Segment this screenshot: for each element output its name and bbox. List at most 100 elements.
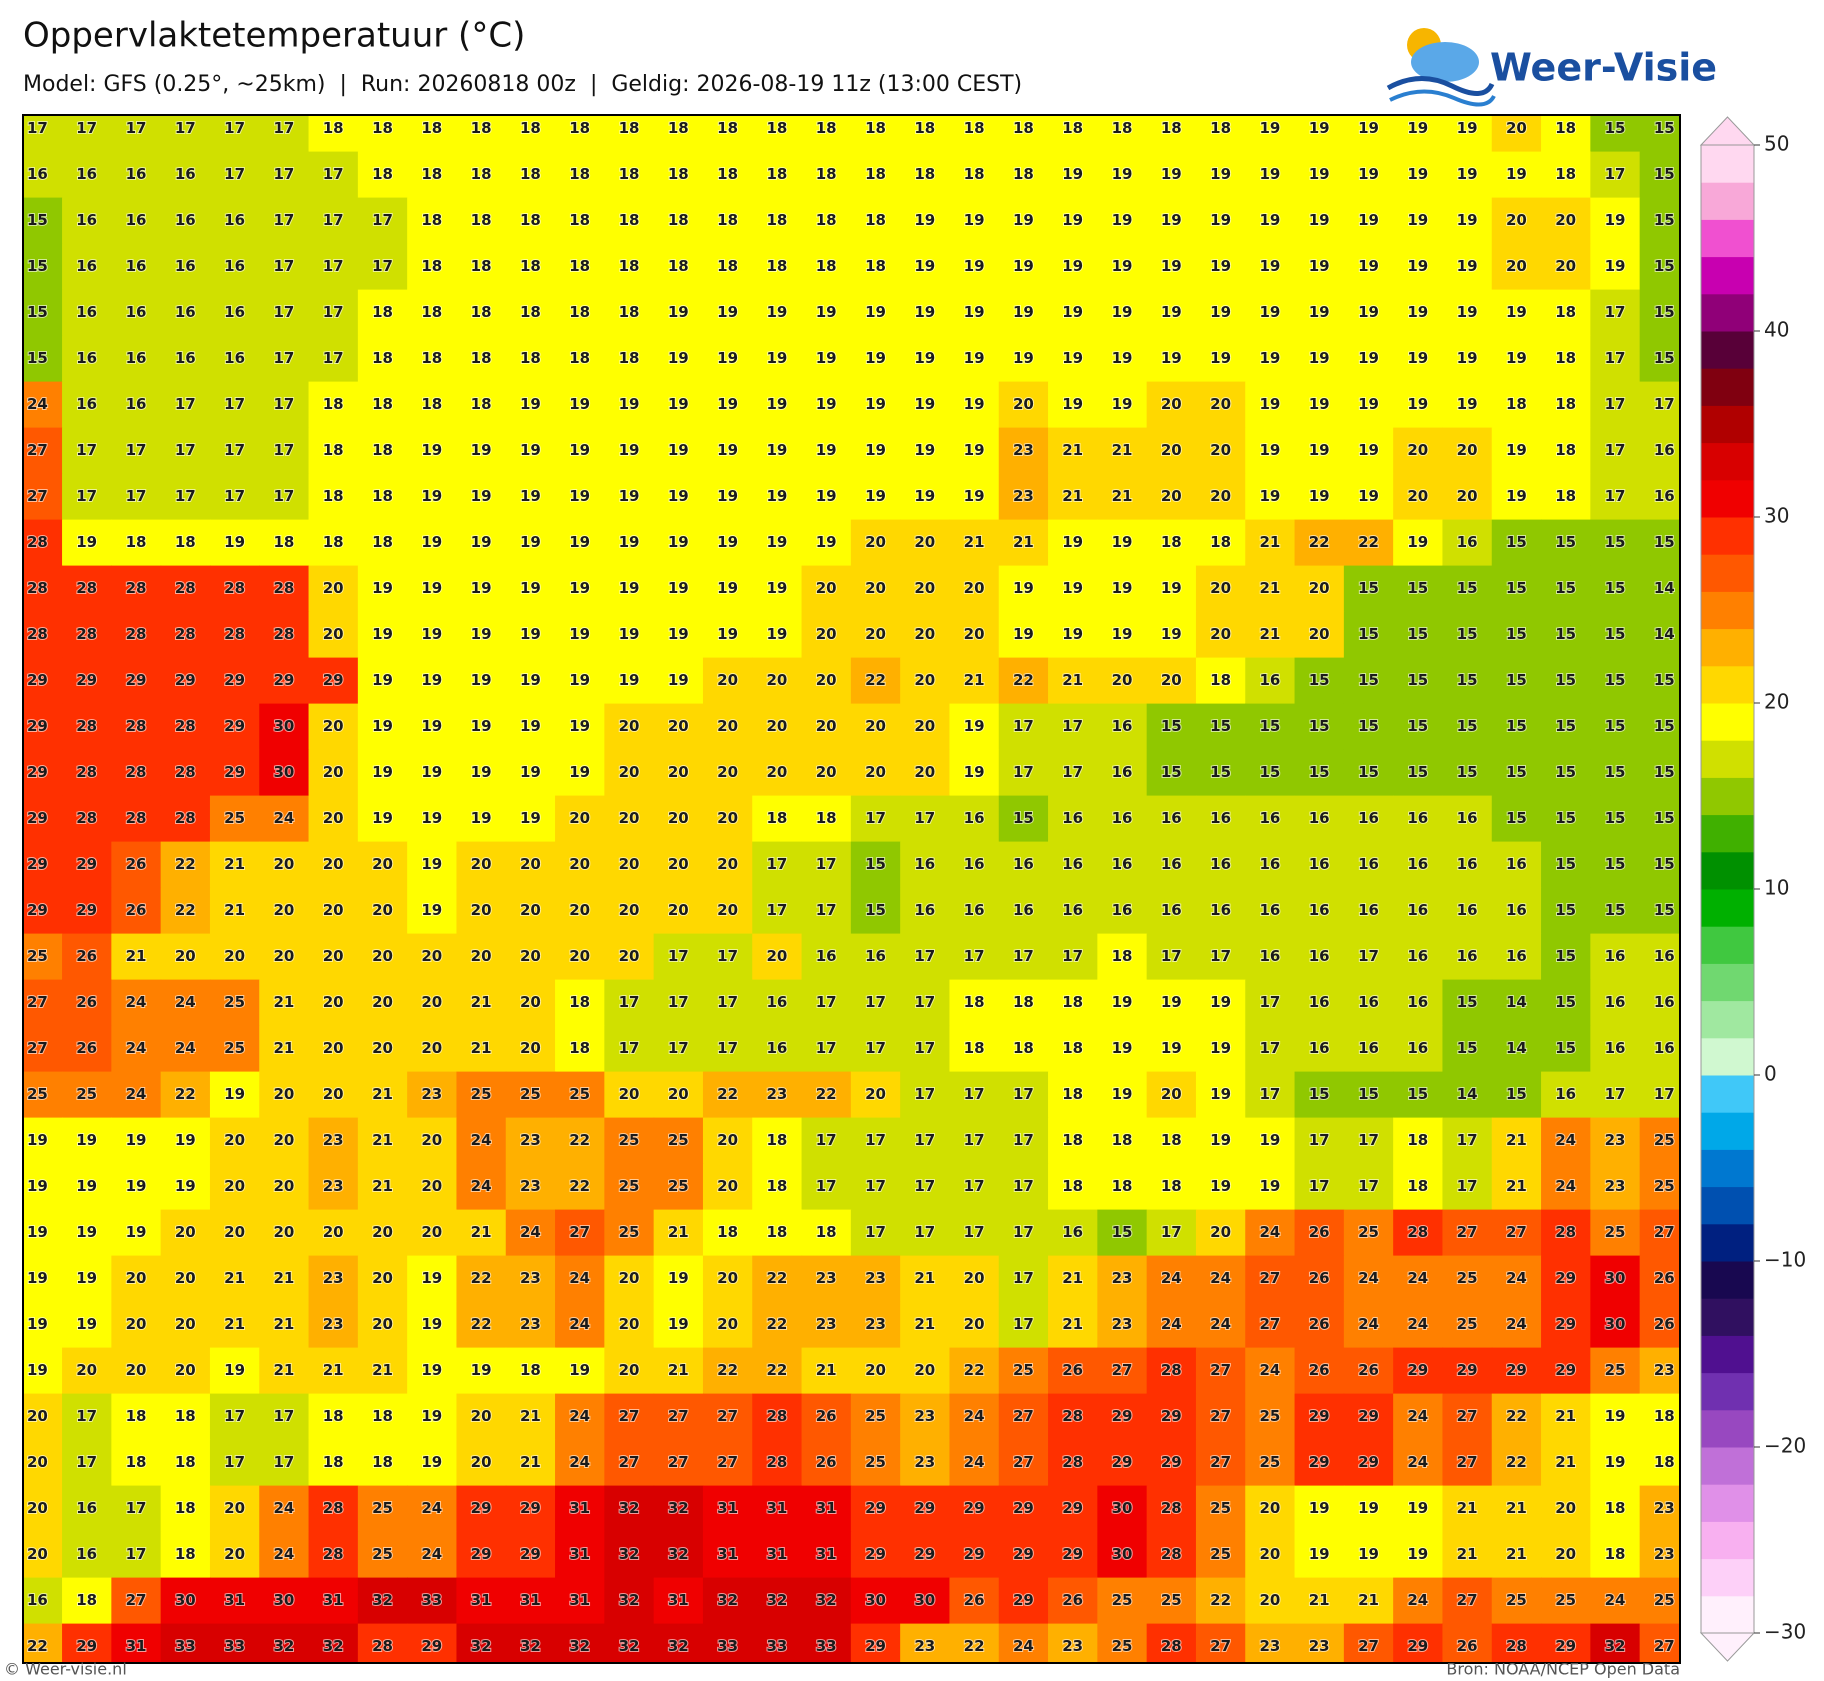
- temperature-cell: [23, 749, 63, 797]
- temperature-cell: [850, 841, 901, 889]
- temperature-cell: [407, 381, 458, 429]
- temperature-cell: [1146, 565, 1197, 613]
- temperature-label: 19: [816, 303, 837, 321]
- temperature-cell: [62, 749, 112, 797]
- temperature-label: 20: [1210, 1223, 1231, 1241]
- temperature-label: 19: [175, 1131, 196, 1149]
- temperature-cell: [308, 381, 359, 429]
- temperature-cell: [1393, 1255, 1444, 1303]
- temperature-cell: [209, 1393, 260, 1441]
- temperature-cell: [111, 197, 162, 245]
- temperature-label: 15: [1654, 717, 1675, 735]
- temperature-cell: [604, 115, 655, 153]
- temperature-cell: [1245, 197, 1296, 245]
- temperature-cell: [1393, 1439, 1444, 1487]
- temperature-label: 15: [1654, 763, 1675, 781]
- temperature-cell: [1245, 1485, 1296, 1533]
- temperature-label: 29: [1407, 1361, 1428, 1379]
- temperature-cell: [1442, 289, 1493, 337]
- temperature-label: 20: [421, 1131, 442, 1149]
- temperature-cell: [998, 1209, 1049, 1257]
- temperature-cell: [1097, 841, 1148, 889]
- temperature-cell: [1048, 473, 1098, 521]
- temperature-cell: [1245, 887, 1296, 935]
- temperature-cell: [850, 1117, 901, 1165]
- temperature-label: 28: [76, 717, 97, 735]
- temperature-cell: [801, 933, 852, 981]
- temperature-cell: [1097, 519, 1148, 567]
- temperature-cell: [1146, 611, 1197, 659]
- temperature-label: 17: [914, 1223, 935, 1241]
- temperature-cell: [801, 519, 852, 567]
- temperature-label: 16: [1013, 855, 1034, 873]
- temperature-label: 20: [569, 901, 590, 919]
- temperature-cell: [308, 519, 359, 567]
- colorbar-band: [1701, 1335, 1754, 1374]
- temperature-cell: [23, 1485, 63, 1533]
- temperature-label: 30: [1605, 1269, 1626, 1287]
- temperature-label: 18: [323, 1453, 344, 1471]
- temperature-label: 31: [766, 1499, 787, 1517]
- temperature-cell: [1097, 1301, 1148, 1349]
- temperature-label: 19: [964, 303, 985, 321]
- temperature-label: 27: [1259, 1315, 1280, 1333]
- temperature-cell: [111, 289, 162, 337]
- temperature-label: 27: [1259, 1269, 1280, 1287]
- temperature-cell: [456, 933, 507, 981]
- temperature-cell: [1294, 657, 1345, 705]
- temperature-label: 18: [1161, 1177, 1182, 1195]
- temperature-cell: [1541, 151, 1591, 199]
- temperature-cell: [1541, 1577, 1591, 1625]
- temperature-cell: [1590, 1071, 1641, 1119]
- temperature-cell: [1541, 473, 1591, 521]
- temperature-label: 19: [766, 395, 787, 413]
- temperature-cell: [1245, 151, 1296, 199]
- temperature-label: 16: [914, 901, 935, 919]
- temperature-label: 19: [520, 763, 541, 781]
- temperature-cell: [702, 1623, 753, 1663]
- temperature-cell: [23, 243, 63, 291]
- temperature-label: 20: [27, 1407, 48, 1425]
- temperature-cell: [1639, 1209, 1680, 1257]
- temperature-label: 18: [323, 533, 344, 551]
- temperature-cell: [1491, 1485, 1542, 1533]
- temperature-label: 31: [224, 1591, 245, 1609]
- temperature-label: 17: [372, 257, 393, 275]
- temperature-cell: [1097, 1439, 1148, 1487]
- temperature-cell: [505, 1301, 556, 1349]
- temperature-cell: [259, 657, 310, 705]
- temperature-label: 17: [323, 303, 344, 321]
- temperature-label: 25: [1210, 1499, 1231, 1517]
- temperature-cell: [702, 1117, 753, 1165]
- temperature-cell: [702, 1301, 753, 1349]
- temperature-label: 18: [766, 119, 787, 137]
- temperature-label: 15: [1555, 625, 1576, 643]
- temperature-cell: [1491, 1025, 1542, 1073]
- temperature-label: 20: [323, 809, 344, 827]
- colorbar-band: [1701, 1037, 1754, 1076]
- temperature-cell: [1393, 1209, 1444, 1257]
- temperature-cell: [1393, 519, 1444, 567]
- temperature-cell: [998, 841, 1049, 889]
- temperature-cell: [1097, 1347, 1148, 1395]
- temperature-label: 20: [520, 855, 541, 873]
- temperature-cell: [357, 703, 408, 751]
- temperature-label: 19: [1407, 533, 1428, 551]
- temperature-label: 19: [1112, 579, 1133, 597]
- temperature-cell: [23, 1439, 63, 1487]
- temperature-cell: [1294, 1485, 1345, 1533]
- temperature-label: 25: [1013, 1361, 1034, 1379]
- temperature-label: 19: [1309, 487, 1330, 505]
- temperature-label: 17: [224, 395, 245, 413]
- temperature-cell: [1195, 703, 1246, 751]
- temperature-cell: [1639, 1623, 1680, 1663]
- temperature-cell: [505, 1623, 556, 1663]
- temperature-cell: [1639, 1025, 1680, 1073]
- temperature-cell: [1343, 1255, 1394, 1303]
- temperature-label: 16: [1112, 855, 1133, 873]
- temperature-cell: [1245, 1255, 1296, 1303]
- temperature-cell: [653, 427, 704, 475]
- temperature-cell: [1195, 197, 1246, 245]
- temperature-cell: [111, 1301, 162, 1349]
- temperature-label: 27: [1506, 1223, 1527, 1241]
